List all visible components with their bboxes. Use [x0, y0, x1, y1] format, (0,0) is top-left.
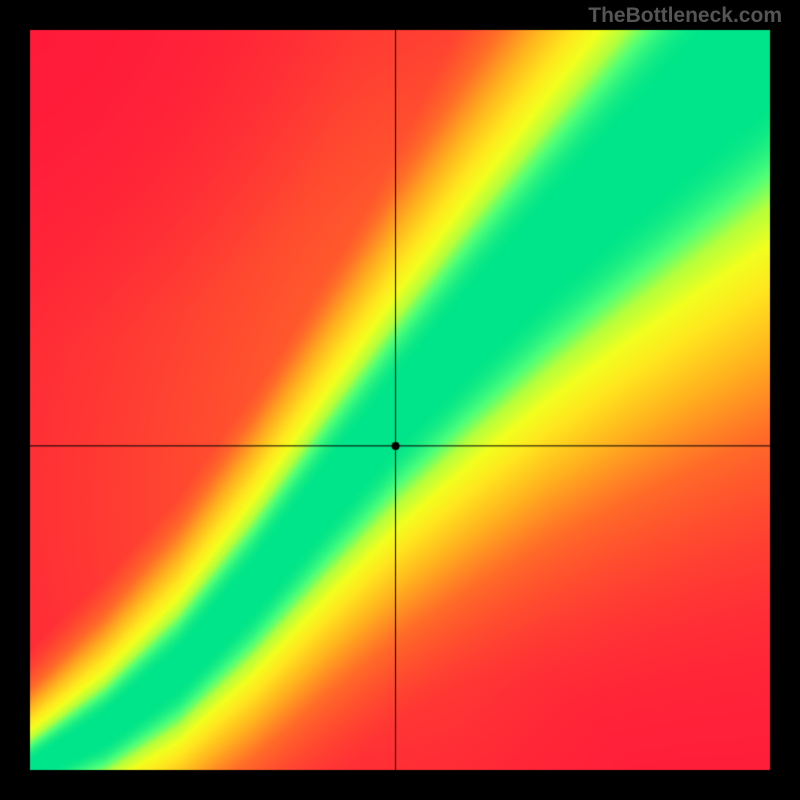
watermark-label: TheBottleneck.com: [588, 4, 782, 28]
heatmap-canvas: [0, 0, 800, 800]
plot-container: [0, 0, 800, 800]
